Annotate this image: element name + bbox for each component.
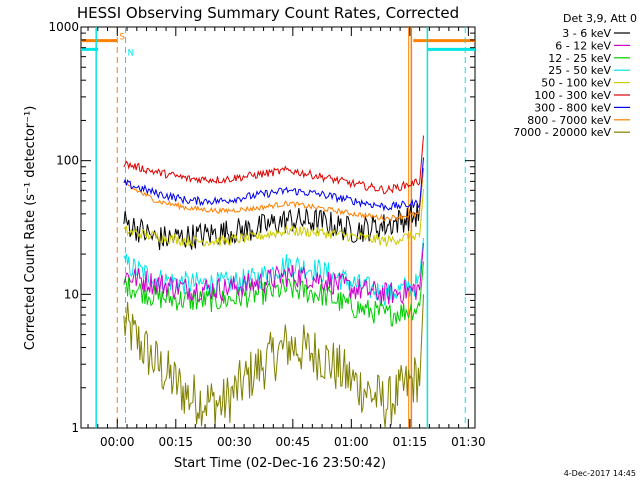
series-line bbox=[123, 294, 424, 429]
x-axis-label: Start Time (02-Dec-16 23:50:42) bbox=[174, 456, 386, 471]
series-lines bbox=[123, 135, 424, 429]
legend-label: 6 - 12 keV bbox=[555, 39, 611, 52]
series-line bbox=[123, 188, 424, 248]
footer-date: 4-Dec-2017 14:45 bbox=[564, 469, 636, 478]
plot-area: SN 1 10 100 1000 00:00 00:15 00:30 00:45 01:00 01… bbox=[48, 20, 485, 449]
y-axis-label: Corrected Count Rate (s⁻¹ detector⁻¹) bbox=[23, 106, 38, 351]
x-tick-label: 01:00 bbox=[334, 435, 369, 449]
flag-label: S bbox=[119, 33, 125, 43]
legend-header: Det 3,9, Att 0 bbox=[563, 12, 637, 25]
y-tick-label: 1000 bbox=[48, 20, 79, 34]
series-line bbox=[123, 157, 424, 212]
legend-label: 7000 - 20000 keV bbox=[513, 126, 611, 139]
x-tick-label: 00:30 bbox=[217, 435, 252, 449]
x-tick-label: 01:15 bbox=[393, 435, 428, 449]
x-tick-label: 00:00 bbox=[100, 435, 135, 449]
y-tick-label: 100 bbox=[56, 154, 79, 168]
chart-title: HESSI Observing Summary Count Rates, Cor… bbox=[77, 4, 459, 22]
y-tick-label: 10 bbox=[64, 287, 79, 301]
series-line bbox=[123, 168, 424, 222]
x-tick-label: 00:15 bbox=[158, 435, 193, 449]
legend-label: 25 - 50 keV bbox=[548, 64, 611, 77]
legend-label: 800 - 7000 keV bbox=[527, 114, 611, 127]
legend-label: 50 - 100 keV bbox=[541, 77, 611, 90]
flag-label: N bbox=[127, 48, 134, 58]
series-line bbox=[123, 135, 424, 195]
axes: 1 10 100 1000 00:00 00:15 00:30 00:45 01:00 01:15… bbox=[48, 20, 485, 449]
legend-label: 12 - 25 keV bbox=[548, 52, 611, 65]
legend-label: 3 - 6 keV bbox=[562, 27, 611, 40]
legend-label: 300 - 800 keV bbox=[534, 101, 611, 114]
legend-label: 100 - 300 keV bbox=[534, 89, 611, 102]
y-tick-label: 1 bbox=[71, 421, 79, 435]
x-tick-label: 01:30 bbox=[451, 435, 486, 449]
plot-frame bbox=[80, 26, 476, 429]
x-tick-label: 00:45 bbox=[276, 435, 311, 449]
series-line bbox=[123, 242, 424, 305]
